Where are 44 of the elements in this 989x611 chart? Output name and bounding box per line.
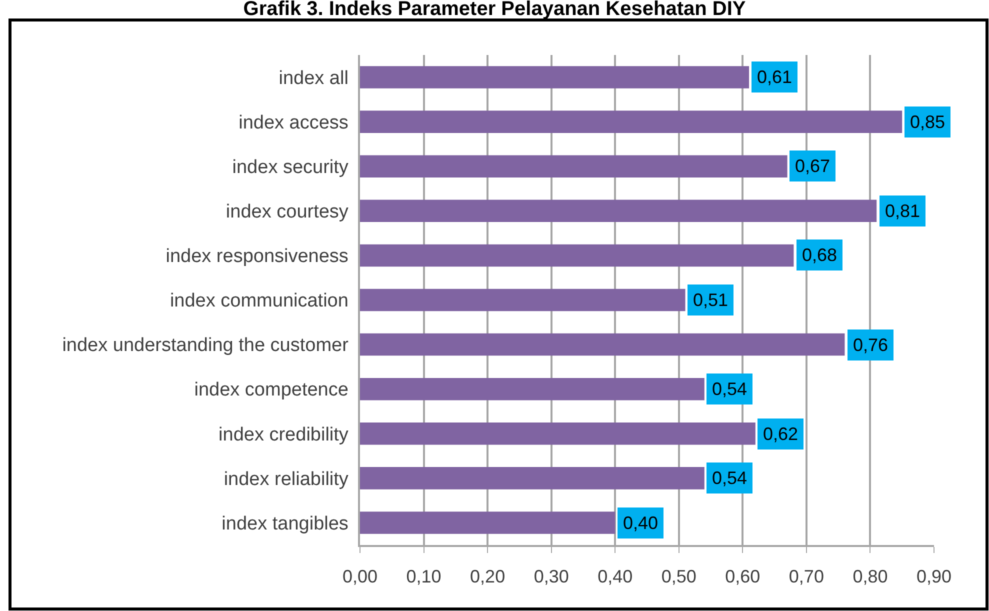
y-tick-label: index reliability — [224, 468, 349, 490]
x-tick-label: 0,60 — [725, 566, 760, 586]
y-tick-label: index courtesy — [226, 202, 349, 223]
data-label: 0,68 — [802, 245, 838, 265]
bar — [360, 244, 794, 267]
y-tick-label: index access — [238, 112, 348, 134]
y-tick-label: index understanding the customer — [62, 335, 350, 356]
x-tick-label: 0,70 — [788, 566, 824, 586]
y-tick-label: index credibility — [218, 424, 349, 446]
x-tick-label: 0,40 — [598, 566, 633, 586]
data-label: 0,54 — [712, 379, 748, 399]
bar — [360, 66, 750, 88]
bar — [360, 110, 902, 133]
y-tick-label: index all — [278, 68, 348, 89]
data-label: 0,76 — [853, 335, 888, 355]
y-tick-label: index responsiveness — [166, 246, 348, 268]
x-tick-label: 0,50 — [661, 566, 696, 586]
y-tick-label: index security — [232, 157, 349, 178]
data-label: 0,61 — [757, 67, 792, 87]
bar — [360, 288, 686, 312]
data-label: 0,54 — [712, 468, 748, 488]
y-tick-label: index tangibles — [222, 513, 348, 534]
y-tick-label: index competence — [194, 380, 348, 401]
data-label: 0,40 — [623, 513, 658, 533]
bar — [360, 155, 788, 178]
data-label: 0,81 — [885, 201, 920, 221]
chart-title: Grafik 3. Indeks Parameter Pelayanan Kesehatan DIY — [243, 0, 746, 20]
data-label: 0,67 — [795, 156, 830, 176]
bar — [360, 200, 877, 222]
data-label: 0,62 — [763, 424, 798, 444]
x-tick-label: 0,10 — [406, 566, 442, 586]
x-tick-label: 0,20 — [470, 566, 506, 586]
data-label: 0,85 — [910, 112, 946, 132]
x-tick-label: 0,90 — [916, 566, 952, 586]
x-tick-label: 0,80 — [852, 566, 888, 586]
bar — [360, 512, 616, 534]
x-tick-label: 0,30 — [534, 566, 569, 586]
y-tick-label: index communication — [170, 290, 348, 312]
data-label: 0,51 — [693, 290, 728, 310]
bar — [360, 422, 756, 445]
bar — [360, 378, 704, 400]
bar — [360, 333, 845, 356]
bar — [360, 467, 704, 490]
x-tick-label: 0,00 — [342, 566, 378, 586]
